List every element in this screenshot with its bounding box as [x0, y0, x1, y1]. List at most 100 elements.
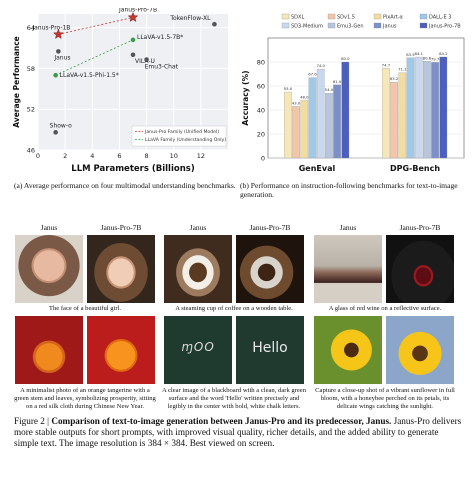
bar-geneval-7	[341, 61, 350, 159]
legend-entry: SDv1.5	[337, 15, 355, 21]
point-show-o	[53, 130, 58, 135]
bar-dpg-bench-1	[390, 82, 398, 159]
bar-value-label: 55.0	[284, 86, 293, 91]
bar-value-label: 71.1	[398, 67, 407, 72]
image-janus-pro-tangerine	[87, 316, 155, 384]
legend-swatch	[327, 22, 336, 29]
legend-swatch	[373, 22, 382, 29]
bar-geneval-1	[292, 106, 300, 159]
legend-entry: Janus-Pro Family (Unified Model)	[144, 129, 219, 135]
legend-entry: Emu3-Gen	[337, 24, 364, 30]
bar-geneval-2	[300, 100, 309, 159]
category-label: DPG-Bench	[390, 164, 440, 173]
prompt-girl-face: The face of a beautiful girl.	[48, 305, 122, 312]
x-tick-label: 12	[197, 152, 205, 160]
bar-value-label: 48.0	[300, 94, 309, 99]
bar-value-label: 80.0	[341, 56, 350, 61]
blackboard-hello-text: Hello	[252, 340, 288, 356]
y-tick-label: 80	[257, 59, 265, 67]
legend-entry: Janus	[382, 24, 397, 30]
image-janus-pro-girl-face	[87, 235, 155, 303]
bar-chart-instruction-following: 0 20 40 60 80 Accuracy (%) SDXL SDv1.5 PixArt-α D…	[241, 13, 465, 173]
prompt-red-wine: A glass of red wine on a reflective surf…	[328, 305, 442, 312]
subcaption-b: (b) Performance on instruction-following…	[240, 181, 458, 200]
legend-swatch	[281, 13, 290, 20]
subcaption-a: (a) Average performance on four multimod…	[14, 181, 236, 190]
figure-caption: Figure 2 | Comparison of text-to-image g…	[14, 416, 462, 449]
bar-geneval-6	[333, 84, 341, 159]
x-tick-label: 4	[90, 152, 94, 160]
y-tick-label: 20	[257, 131, 265, 139]
figure-caption-body: Janus-Pro delivers more stable outputs f…	[14, 416, 462, 448]
figure-caption-bold: Comparison of text-to-image generation b…	[51, 416, 392, 426]
prompt-tangerine: A minimalist photo of an orange tangerin…	[14, 387, 156, 410]
point-vila-u	[130, 52, 136, 58]
bar-geneval-0	[284, 91, 292, 159]
column-header-janus-1: Janus	[40, 223, 58, 232]
image-janus-tangerine	[15, 316, 83, 384]
bar-value-label: 79.7	[431, 56, 440, 61]
prompt-blackboard: A clear image of a blackboard with a cle…	[161, 387, 307, 410]
point-llava-v1-5-7b	[130, 37, 136, 43]
image-janus-blackboard: ɱOO	[164, 316, 232, 384]
point-label: Janus-Pro-7B	[118, 8, 157, 13]
bar-dpg-bench-5	[423, 61, 431, 159]
point-label: LLaVA-v1.5-Phi-1.5*	[60, 72, 119, 79]
x-axis-label: LLM Parameters (Billions)	[71, 164, 195, 174]
image-janus-pro-blackboard: Hello	[236, 316, 304, 384]
bar-value-label: 83.5	[406, 52, 415, 57]
point-janus-pro-7b	[127, 11, 139, 22]
column-header-janus-pro-2: Janus-Pro-7B	[249, 223, 291, 232]
bar-value-label: 61.0	[333, 79, 342, 84]
legend-swatch	[419, 13, 428, 20]
legend-swatch	[419, 22, 428, 29]
bar-value-label: 54.0	[325, 87, 334, 92]
point-tokenflow-xl	[212, 21, 217, 27]
column-header-janus-pro-1: Janus-Pro-7B	[100, 223, 142, 232]
bar-value-label: 43.0	[292, 100, 301, 105]
image-janus-sunflower	[314, 316, 382, 384]
image-janus-red-wine	[314, 235, 382, 303]
bar-dpg-bench-2	[398, 72, 407, 159]
bar-dpg-bench-0	[382, 68, 390, 159]
y-tick-label: 52	[27, 106, 35, 114]
x-tick-label: 6	[117, 152, 121, 160]
bar-dpg-bench-3	[406, 57, 415, 159]
y-tick-label: 0	[261, 155, 265, 163]
figure-label: Figure 2 |	[14, 416, 50, 426]
legend-swatch	[281, 22, 290, 29]
bar-value-label: 74.7	[382, 62, 391, 67]
x-tick-label: 2	[63, 152, 67, 160]
x-tick-label: 10	[170, 152, 178, 160]
bar-dpg-bench-7	[439, 56, 448, 159]
point-label: TokenFlow-XL	[169, 15, 211, 22]
point-llava-v1-5-phi-1-5	[53, 72, 58, 78]
legend-entry: LLaVA Family (Understanding Only)	[145, 137, 226, 143]
y-tick-label: 46	[27, 147, 35, 155]
prompt-sunflower: Capture a close-up shot of a vibrant sun…	[315, 387, 455, 410]
legend-entry: DALL-E 3	[429, 15, 451, 21]
bar-dpg-bench-4	[414, 56, 423, 159]
column-header-janus-pro-3: Janus-Pro-7B	[399, 223, 441, 232]
point-label: Janus-Pro-1B	[31, 24, 70, 31]
point-emu3-chat	[144, 57, 149, 62]
legend-entry: PixArt-α	[383, 15, 403, 21]
point-label: Show-o	[50, 122, 72, 129]
y-tick-label: 58	[27, 65, 35, 73]
bar-value-label: 67.0	[308, 72, 317, 77]
image-janus-pro-red-wine	[386, 235, 454, 303]
point-label: LLaVA-v1.5-7B*	[137, 34, 183, 41]
image-janus-coffee	[164, 235, 232, 303]
x-tick-label: 8	[145, 152, 149, 160]
point-label: Emu3-Chat	[145, 64, 179, 71]
column-header-janus-3: Janus	[339, 223, 357, 232]
y-axis-label: Accuracy (%)	[241, 70, 250, 125]
legend-entry: SDXL	[291, 15, 304, 21]
x-tick-label: 0	[36, 152, 40, 160]
legend-swatch	[327, 13, 336, 20]
bar-value-label: 80.6	[423, 55, 432, 60]
janus-pro-trend-line	[58, 17, 134, 35]
y-axis-label: Average Performance	[12, 36, 21, 127]
image-janus-pro-sunflower	[386, 316, 454, 384]
bar-geneval-5	[325, 93, 333, 159]
